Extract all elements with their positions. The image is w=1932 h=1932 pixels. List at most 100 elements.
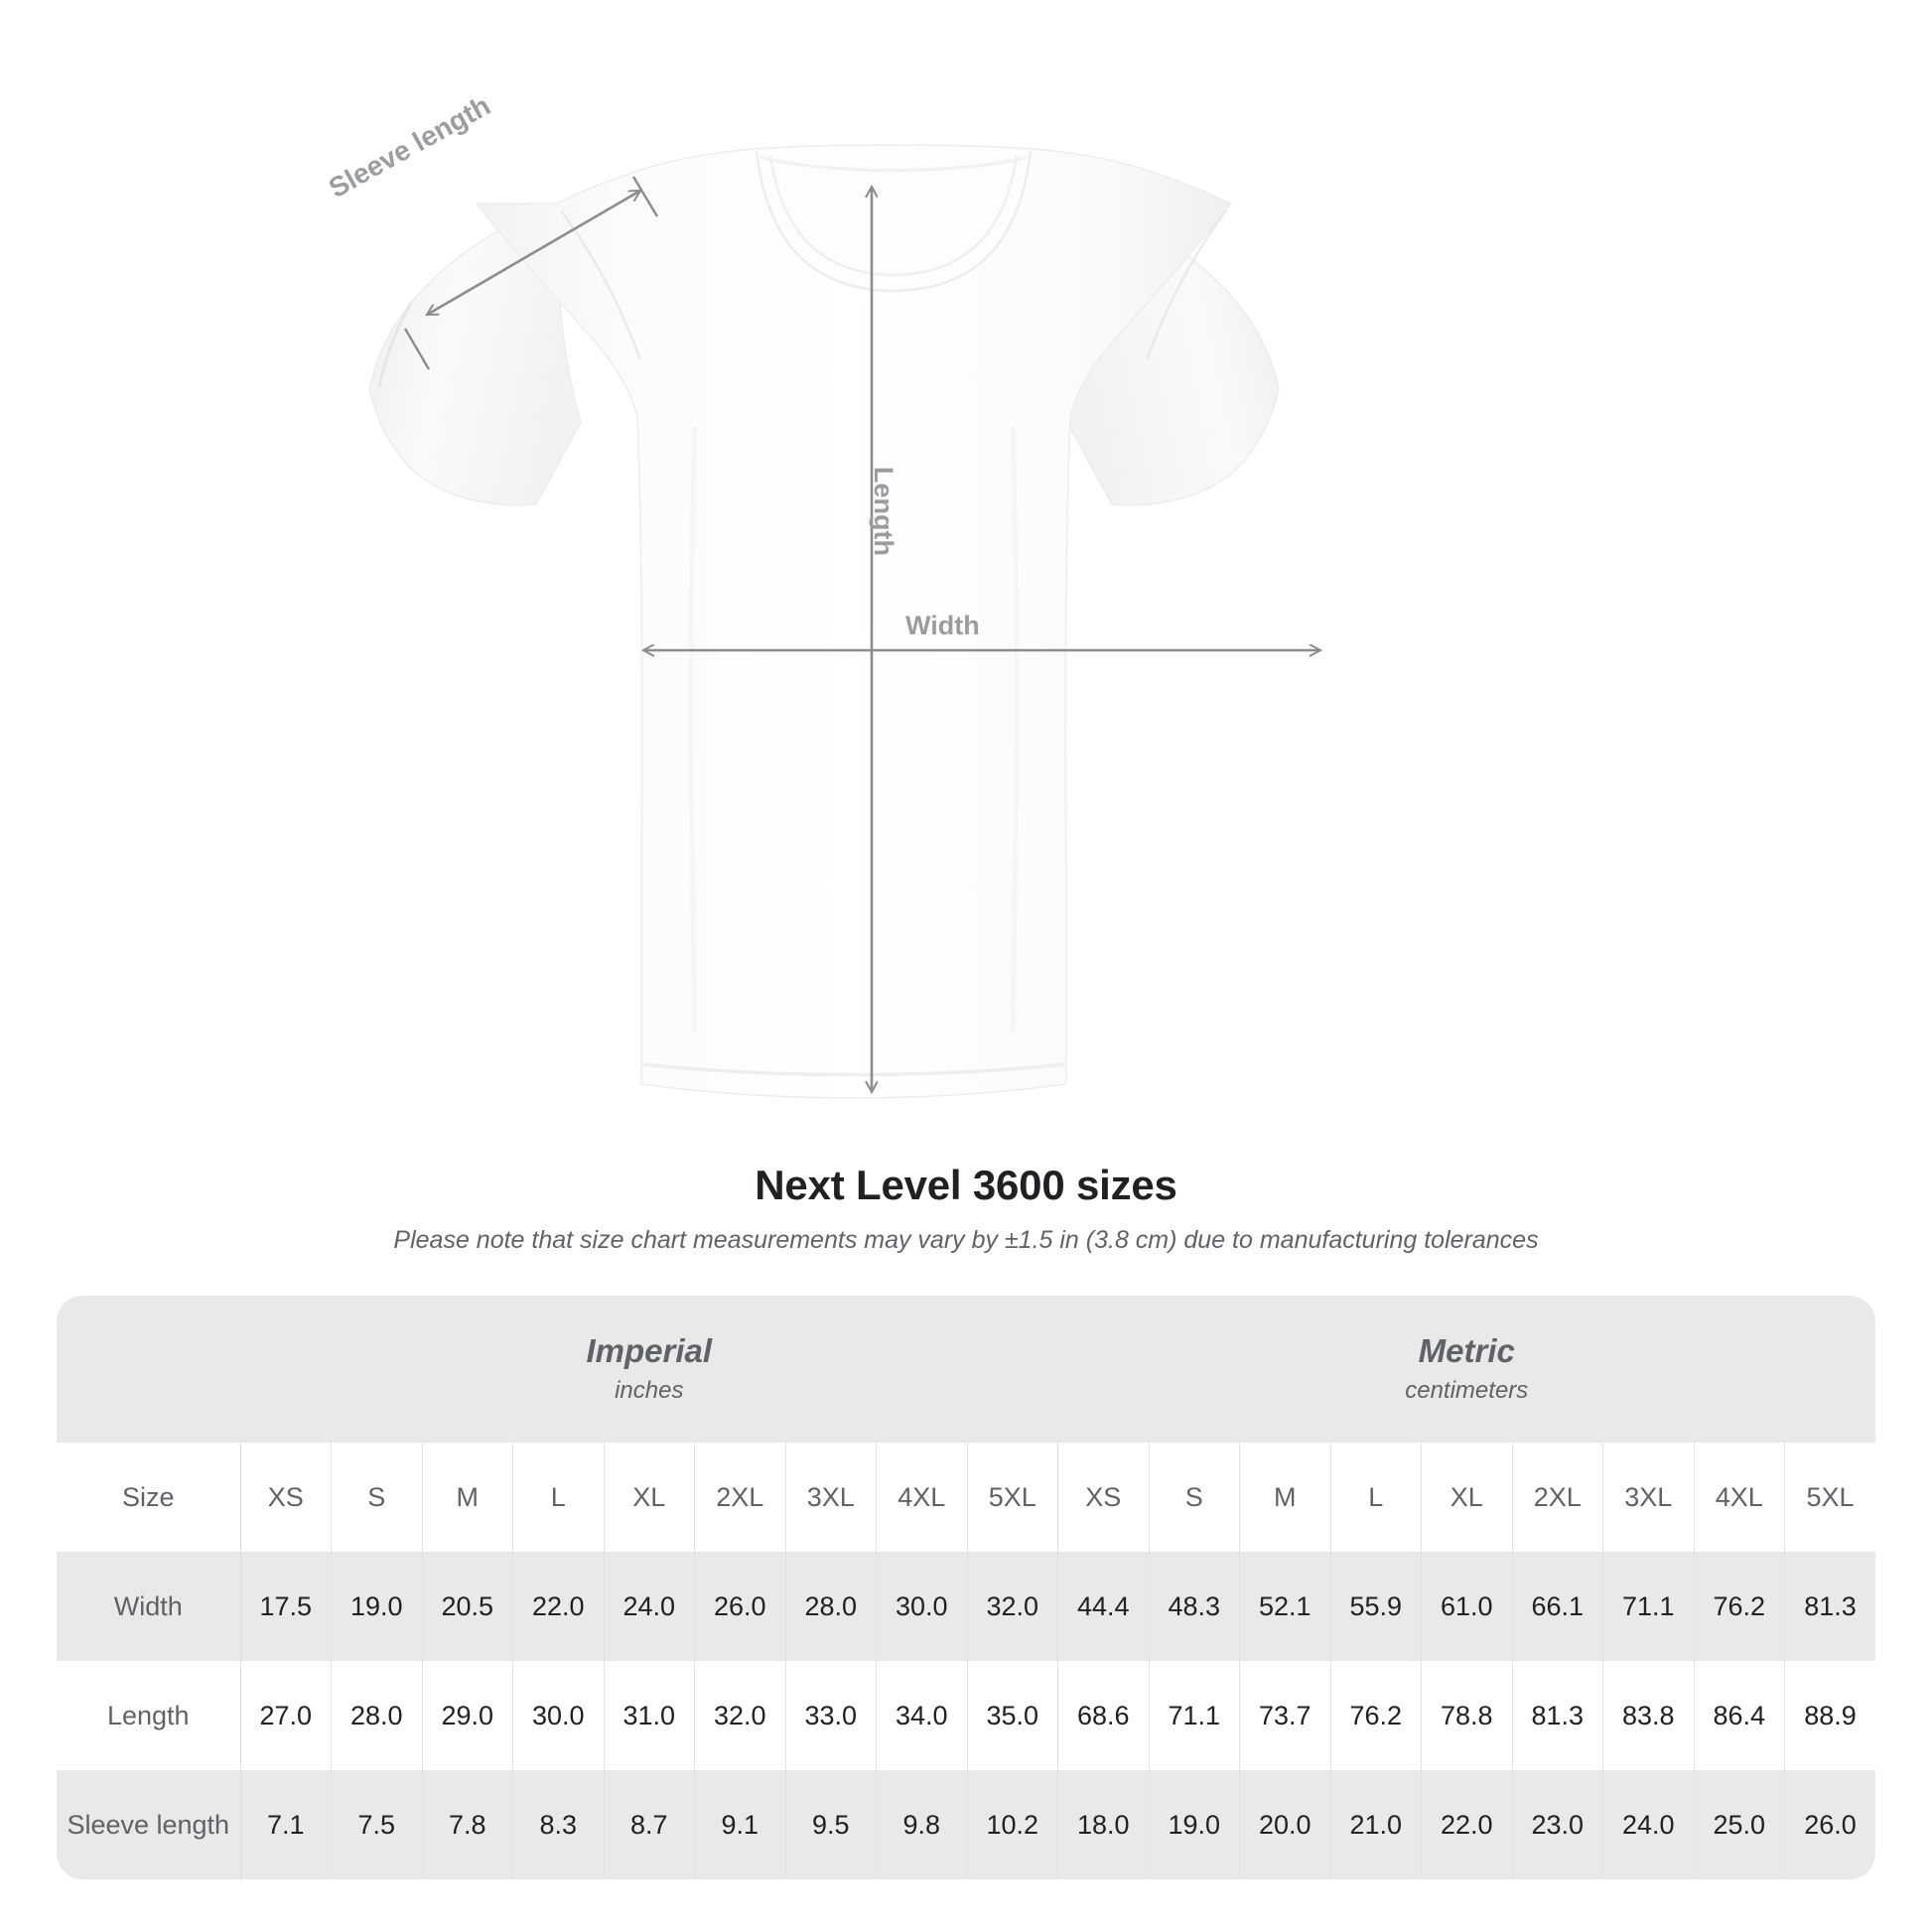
cell-length-imperial-m: 29.0 bbox=[421, 1661, 513, 1770]
cell-width-imperial-3xl: 28.0 bbox=[784, 1552, 877, 1661]
right-shoulder-seam bbox=[1145, 209, 1228, 360]
cell-sleeve-length-imperial-xs: 7.1 bbox=[239, 1770, 332, 1879]
fold-right bbox=[1010, 426, 1020, 1034]
size-header-metric-3xl: 3XL bbox=[1602, 1443, 1694, 1552]
size-header-imperial-2xl: 2XL bbox=[694, 1443, 785, 1552]
cell-length-imperial-s: 28.0 bbox=[331, 1661, 422, 1770]
cell-sleeve-length-imperial-l: 8.3 bbox=[512, 1770, 604, 1879]
cell-sleeve-length-metric-3xl: 24.0 bbox=[1602, 1770, 1694, 1879]
row-label-length: Length bbox=[57, 1661, 240, 1770]
tolerance-note: Please note that size chart measurements… bbox=[393, 1226, 1539, 1255]
unit-group-header-metric: Metric centimeters bbox=[1057, 1296, 1876, 1443]
size-header-metric-s: S bbox=[1148, 1443, 1240, 1552]
cell-length-metric-3xl: 83.8 bbox=[1602, 1661, 1694, 1770]
table-row-width: Width 17.5 19.0 20.5 22.0 24.0 26.0 28.0 30.0 32.… bbox=[57, 1552, 1876, 1661]
cell-length-metric-s: 71.1 bbox=[1148, 1661, 1240, 1770]
cell-sleeve-length-imperial-3xl: 9.5 bbox=[784, 1770, 877, 1879]
sleeve-tick-lower bbox=[403, 328, 431, 370]
cell-width-metric-xl: 61.0 bbox=[1421, 1552, 1512, 1661]
cell-length-metric-2xl: 81.3 bbox=[1511, 1661, 1603, 1770]
unit-header-spacer bbox=[57, 1296, 240, 1443]
cell-length-imperial-2xl: 32.0 bbox=[694, 1661, 785, 1770]
cell-length-metric-xl: 78.8 bbox=[1421, 1661, 1512, 1770]
cell-sleeve-length-imperial-2xl: 9.1 bbox=[694, 1770, 785, 1879]
cell-length-metric-xs: 68.6 bbox=[1057, 1661, 1149, 1770]
cell-width-metric-5xl: 81.3 bbox=[1784, 1552, 1876, 1661]
cell-width-metric-s: 48.3 bbox=[1148, 1552, 1240, 1661]
fold-left bbox=[688, 426, 698, 1034]
cell-width-imperial-2xl: 26.0 bbox=[694, 1552, 785, 1661]
cell-sleeve-length-metric-2xl: 23.0 bbox=[1511, 1770, 1603, 1879]
cell-sleeve-length-metric-l: 21.0 bbox=[1329, 1770, 1422, 1879]
table-row-length: Length 27.0 28.0 29.0 30.0 31.0 32.0 33.0 34.0 35… bbox=[57, 1661, 1876, 1770]
table-row-sleeve-length: Sleeve length 7.1 7.5 7.8 8.3 8.7 9.1 9.5 9.8 10.… bbox=[57, 1770, 1876, 1879]
size-chart-table: Imperial inches Metric centimeters Size XS S M L… bbox=[57, 1296, 1876, 1879]
cell-sleeve-length-metric-m: 20.0 bbox=[1239, 1770, 1330, 1879]
title-block: Next Level 3600 sizes Please note that s… bbox=[0, 1162, 1932, 1255]
sleeve-tick-upper bbox=[631, 176, 659, 217]
size-header-imperial-3xl: 3XL bbox=[784, 1443, 877, 1552]
cell-width-imperial-xl: 24.0 bbox=[603, 1552, 695, 1661]
cell-length-imperial-l: 30.0 bbox=[512, 1661, 604, 1770]
collar-inner bbox=[768, 154, 1019, 277]
cell-length-imperial-4xl: 34.0 bbox=[876, 1661, 967, 1770]
cell-width-imperial-4xl: 30.0 bbox=[876, 1552, 967, 1661]
cell-width-imperial-xs: 17.5 bbox=[239, 1552, 332, 1661]
page-title: Next Level 3600 sizes bbox=[755, 1162, 1177, 1208]
size-header-imperial-m: M bbox=[421, 1443, 513, 1552]
cell-sleeve-length-metric-5xl: 26.0 bbox=[1784, 1770, 1876, 1879]
size-header-row: Size XS S M L XL 2XL 3XL 4XL 5XL XS S M L XL 2XL 3XL 4XL 5… bbox=[57, 1443, 1876, 1552]
cell-length-metric-5xl: 88.9 bbox=[1784, 1661, 1876, 1770]
cell-sleeve-length-metric-xl: 22.0 bbox=[1421, 1770, 1512, 1879]
cell-length-imperial-3xl: 33.0 bbox=[784, 1661, 877, 1770]
left-sleeve-hem bbox=[377, 302, 413, 388]
row-label-size: Size bbox=[57, 1443, 240, 1552]
cell-sleeve-length-metric-xs: 18.0 bbox=[1057, 1770, 1149, 1879]
cell-sleeve-length-imperial-s: 7.5 bbox=[331, 1770, 422, 1879]
size-header-imperial-xs: XS bbox=[239, 1443, 332, 1552]
unit-measure-name: centimeters bbox=[1405, 1377, 1529, 1405]
tshirt-illustration-panel: Sleeve length Length Width bbox=[324, 89, 1932, 1099]
size-header-imperial-xl: XL bbox=[603, 1443, 695, 1552]
size-header-imperial-5xl: 5XL bbox=[966, 1443, 1058, 1552]
cell-sleeve-length-imperial-m: 7.8 bbox=[421, 1770, 513, 1879]
tshirt-body-shape bbox=[368, 144, 1280, 1099]
unit-group-header-imperial: Imperial inches bbox=[240, 1296, 1058, 1443]
row-label-width: Width bbox=[57, 1552, 240, 1661]
cell-width-metric-3xl: 71.1 bbox=[1602, 1552, 1694, 1661]
cell-sleeve-length-metric-4xl: 25.0 bbox=[1693, 1770, 1785, 1879]
size-header-metric-5xl: 5XL bbox=[1784, 1443, 1876, 1552]
cell-length-metric-l: 76.2 bbox=[1329, 1661, 1422, 1770]
size-header-imperial-s: S bbox=[331, 1443, 422, 1552]
neck-tape bbox=[759, 155, 1028, 172]
size-chart-table-container: Imperial inches Metric centimeters Size XS S M L… bbox=[57, 1296, 1876, 1879]
cell-length-metric-4xl: 86.4 bbox=[1693, 1661, 1785, 1770]
cell-width-metric-xs: 44.4 bbox=[1057, 1552, 1149, 1661]
size-header-metric-xs: XS bbox=[1057, 1443, 1149, 1552]
size-header-metric-l: L bbox=[1329, 1443, 1422, 1552]
cell-sleeve-length-metric-s: 19.0 bbox=[1148, 1770, 1240, 1879]
tshirt-diagram bbox=[368, 144, 1932, 1099]
cell-length-imperial-xs: 27.0 bbox=[239, 1661, 332, 1770]
length-annotation-label: Length bbox=[869, 467, 898, 556]
size-header-imperial-4xl: 4XL bbox=[876, 1443, 967, 1552]
cell-width-imperial-5xl: 32.0 bbox=[966, 1552, 1058, 1661]
unit-system-name: Imperial bbox=[586, 1332, 713, 1370]
cell-sleeve-length-imperial-5xl: 10.2 bbox=[966, 1770, 1058, 1879]
cell-width-imperial-l: 22.0 bbox=[512, 1552, 604, 1661]
cell-width-imperial-m: 20.5 bbox=[421, 1552, 513, 1661]
cell-length-imperial-5xl: 35.0 bbox=[966, 1661, 1058, 1770]
cell-length-imperial-xl: 31.0 bbox=[603, 1661, 695, 1770]
sleeve-length-measure-line bbox=[427, 189, 640, 317]
cell-sleeve-length-imperial-xl: 8.7 bbox=[603, 1770, 695, 1879]
unit-system-name: Metric bbox=[1418, 1332, 1515, 1370]
unit-system-header-row: Imperial inches Metric centimeters bbox=[57, 1296, 1876, 1443]
bottom-hem bbox=[640, 1062, 1067, 1077]
size-header-metric-m: M bbox=[1239, 1443, 1330, 1552]
size-header-metric-4xl: 4XL bbox=[1693, 1443, 1785, 1552]
cell-length-metric-m: 73.7 bbox=[1239, 1661, 1330, 1770]
cell-sleeve-length-imperial-4xl: 9.8 bbox=[876, 1770, 967, 1879]
unit-measure-name: inches bbox=[615, 1377, 684, 1405]
cell-width-metric-2xl: 66.1 bbox=[1511, 1552, 1603, 1661]
size-header-imperial-l: L bbox=[512, 1443, 604, 1552]
